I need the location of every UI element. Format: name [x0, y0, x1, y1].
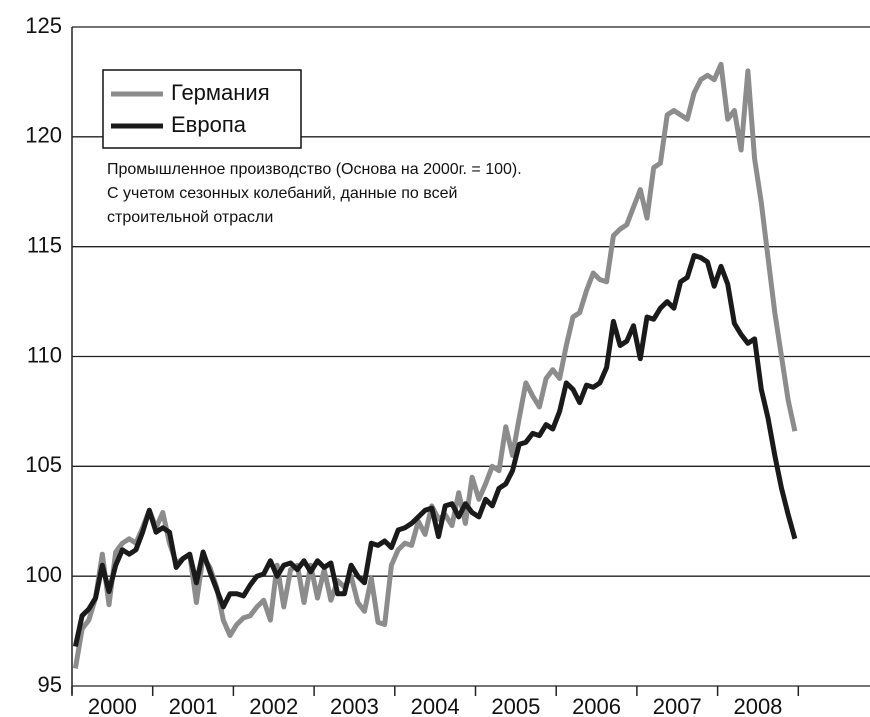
legend-box [102, 69, 302, 149]
y-tick-label: 120 [25, 123, 62, 148]
series-line [72, 61, 798, 669]
annotation: строительной отрасли [107, 209, 273, 226]
y-tick-label: 115 [27, 232, 62, 257]
x-tick-label: 2006 [572, 694, 621, 717]
x-tick-label: 2004 [411, 694, 460, 717]
annotation: С учетом сезонных колебаний, данные по в… [107, 185, 457, 202]
annotation: Промышленное производство (Основа на 200… [107, 161, 522, 178]
y-tick-label: 125 [25, 13, 62, 38]
x-tick-label: 2000 [88, 694, 137, 717]
x-tick-label: 2001 [169, 694, 218, 717]
x-tick-label: 2002 [249, 694, 298, 717]
y-tick-label: 95 [38, 672, 62, 697]
legend-label: Германия [171, 80, 270, 105]
x-tick-label: 2005 [491, 694, 540, 717]
y-tick-label: 100 [25, 562, 62, 587]
x-tick-label: 2007 [653, 694, 702, 717]
y-tick-label: 105 [25, 452, 62, 477]
series-line [72, 253, 798, 648]
y-tick-label: 110 [27, 342, 62, 367]
legend-label: Европа [171, 112, 247, 137]
x-tick-label: 2008 [733, 694, 782, 717]
x-tick-label: 2003 [330, 694, 379, 717]
